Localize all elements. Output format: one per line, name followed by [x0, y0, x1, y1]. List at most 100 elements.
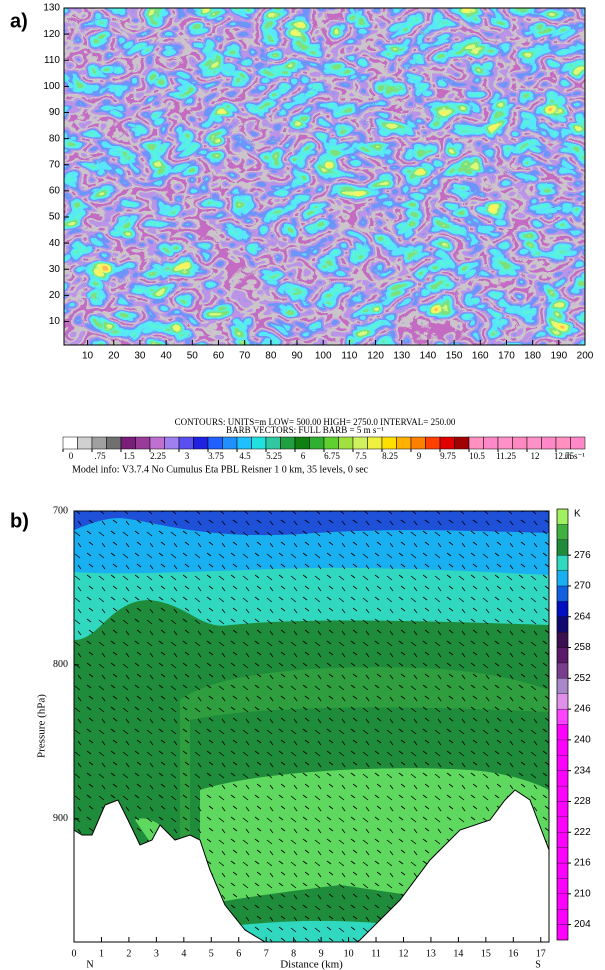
colorbar-label: 264	[574, 611, 591, 622]
x-tick-label: 5	[209, 948, 214, 959]
colorbar-box	[556, 862, 569, 879]
colorbar-title: K	[574, 509, 581, 520]
colorbar-box	[294, 436, 310, 450]
colorbar-label: .75	[94, 451, 106, 461]
colorbar-box	[77, 436, 93, 450]
colorbar-box	[280, 436, 296, 450]
colorbar-box	[556, 678, 569, 694]
x-tick-label: 70	[239, 351, 251, 362]
colorbar-label: 234	[574, 765, 591, 776]
colorbar-box	[556, 570, 569, 587]
x-tick-label: 14	[453, 948, 463, 959]
y-tick-label: 800	[53, 659, 68, 670]
colorbar-box	[410, 436, 426, 450]
y-tick-label: 80	[49, 133, 61, 144]
x-tick-label: 120	[367, 351, 384, 362]
colorbar-box	[512, 436, 528, 450]
colorbar-box	[556, 724, 569, 741]
colorbar-box	[309, 436, 325, 450]
x-tick-label: 10	[344, 948, 354, 959]
x-tick-label: 9	[319, 948, 324, 959]
colorbar-box	[236, 436, 252, 450]
colorbar-box	[178, 436, 194, 450]
plot-frame	[63, 7, 586, 346]
temperature-field	[74, 511, 549, 942]
y-tick-label: 90	[49, 107, 61, 118]
x-tick-label: 7	[264, 948, 269, 959]
x-tick-label: 20	[108, 351, 120, 362]
y-tick-label: 20	[49, 290, 61, 301]
colorbar-box	[556, 631, 569, 648]
y-tick-label: 50	[49, 212, 61, 223]
colorbar-label: 7.5	[355, 451, 367, 461]
x-tick-label: 190	[550, 351, 567, 362]
y-tick-label: 40	[49, 238, 61, 249]
colorbar-label: 2.25	[150, 451, 166, 461]
colorbar-label: 204	[574, 919, 591, 930]
x-tick-label: 0	[72, 948, 77, 959]
x-tick-label: 50	[187, 351, 199, 362]
x-tick-label: 3	[154, 948, 159, 959]
colorbar-label: 3	[185, 451, 190, 461]
colorbar-box	[106, 436, 122, 450]
x-tick-label: 30	[134, 351, 146, 362]
colorbar-box	[556, 847, 569, 864]
y-tick-label: 100	[43, 81, 60, 92]
y-axis-label: Pressure (hPa)	[36, 694, 48, 758]
x-tick-label: 80	[265, 351, 277, 362]
x-tick-label: 90	[291, 351, 303, 362]
colorbar-label: 258	[574, 642, 591, 653]
colorbar-label: 216	[574, 858, 591, 869]
colorbar-box	[193, 436, 209, 450]
colorbar-label: 12	[531, 451, 540, 461]
x-tick-label: 40	[161, 351, 173, 362]
colorbar-box	[556, 616, 569, 633]
north-label: N	[86, 959, 93, 970]
x-tick-label: 200	[577, 351, 594, 362]
colorbar-box	[556, 801, 569, 818]
panel-label: b)	[10, 510, 29, 532]
colorbar-label: 4.5	[239, 451, 251, 461]
colorbar-box	[135, 436, 151, 450]
colorbar-box	[556, 524, 569, 540]
colorbar-box	[556, 755, 569, 771]
x-tick-label: 4	[181, 948, 186, 959]
colorbar-box	[454, 436, 470, 450]
colorbar-box	[556, 662, 569, 679]
colorbar-box	[555, 436, 571, 450]
south-label: S	[535, 959, 541, 970]
colorbar-box	[556, 601, 569, 617]
colorbar-box	[556, 585, 569, 602]
colorbar-box	[352, 436, 368, 450]
colorbar-box	[468, 436, 484, 450]
wind-field	[64, 8, 585, 345]
colorbar-box	[396, 436, 412, 450]
colorbar-label: 252	[574, 673, 591, 684]
colorbar-label: 210	[574, 888, 591, 899]
colorbar-label: 12.75	[554, 451, 575, 461]
terrain	[74, 789, 549, 942]
barb-info: BARB VECTORS: FULL BARB = 5 m s⁻¹	[226, 425, 384, 435]
colorbar-box	[91, 436, 107, 450]
x-tick-label: 16	[508, 948, 518, 959]
x-tick-label: 8	[291, 948, 296, 959]
colorbar-label: 5.25	[266, 451, 282, 461]
colorbar-box	[439, 436, 455, 450]
colorbar-box	[120, 436, 136, 450]
colorbar-box	[149, 436, 165, 450]
x-tick-label: 180	[524, 351, 541, 362]
colorbar-box	[556, 508, 569, 525]
colorbar-box	[323, 436, 339, 450]
x-tick-label: 150	[446, 351, 463, 362]
colorbar-box	[381, 436, 397, 450]
colorbar-box	[207, 436, 223, 450]
x-tick-label: 110	[341, 351, 357, 362]
colorbar-label: 1.5	[123, 451, 135, 461]
colorbar-box	[483, 436, 499, 450]
x-tick-label: 12	[398, 948, 408, 959]
colorbar-box	[526, 436, 542, 450]
model-info: Model info: V3.7.4 No Cumulus Eta PBL Re…	[72, 464, 369, 475]
colorbar-label: 10.5	[469, 451, 485, 461]
colorbar-box	[62, 436, 78, 450]
colorbar-box	[222, 436, 238, 450]
